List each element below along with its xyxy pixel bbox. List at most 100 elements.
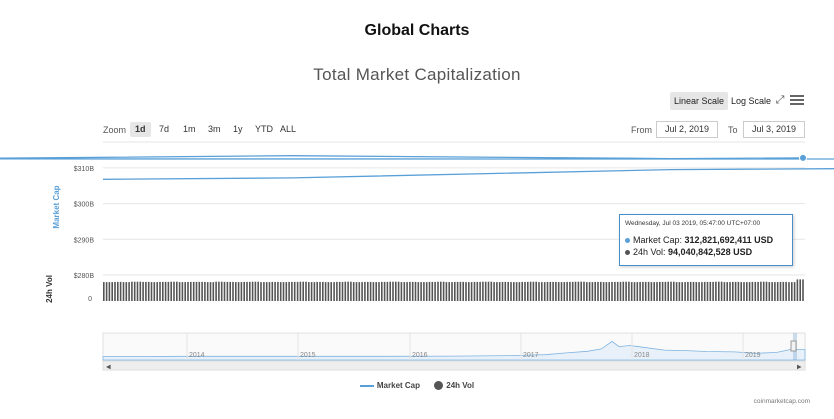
volume-bar [552,281,554,301]
legend-market-cap[interactable]: Market Cap [359,381,421,390]
volume-bar [111,282,113,301]
volume-bar [322,281,324,301]
volume-bar [344,281,347,301]
volume-bar [569,281,571,301]
volume-bar [583,281,585,301]
scroll-left-arrow-icon[interactable]: ◀ [106,365,111,371]
volume-bar [150,282,153,301]
volume-bar [703,281,706,301]
volume-bar [361,282,363,301]
volume-bar [246,281,248,301]
volume-bar [336,281,338,301]
volume-bar [560,282,563,301]
legend-volume-label: 24h Vol [446,381,475,390]
legend-volume[interactable]: 24h Vol [434,381,475,391]
volume-bar [302,281,304,301]
volume-bar [549,281,552,301]
volume-bar [462,281,464,301]
volume-bar [487,281,490,301]
volume-bar [718,281,720,301]
tooltip-volume-value: 94,040,842,528 USD [668,247,753,257]
volume-bar [605,282,608,301]
volume-bar [195,281,198,301]
volume-bar [633,282,636,301]
volume-bar [386,281,389,301]
volume-bar [114,281,116,301]
volume-bar [675,282,678,301]
volume-bar [431,281,434,301]
navigator-scrollbar[interactable] [102,360,806,371]
volume-bar [375,282,377,301]
volume-bar [754,281,757,301]
volume-tick-label: 0 [88,296,92,303]
zoom-all-button[interactable]: ALL [280,124,297,134]
volume-bar [291,281,293,301]
zoom-ytd-button[interactable]: YTD [255,124,273,134]
volume-bar [420,282,422,301]
log-scale-button[interactable]: Log Scale [731,96,772,106]
volume-bar [510,282,512,301]
volume-bar [108,282,111,301]
zoom-1d-button[interactable]: 1d [130,122,151,137]
tooltip-date: Wednesday, Jul 03 2019, 05:47:00 UTC+07:… [625,220,761,227]
volume-bar [577,281,580,301]
volume-bar [695,282,698,301]
volume-bar [785,281,787,301]
volume-bar [498,282,501,301]
credits-link[interactable]: coinmarketcap.com [753,398,810,405]
tooltip-market-cap-row: Market Cap: 312,821,692,411 USD [625,235,773,245]
volume-bar [524,281,526,301]
volume-bar [445,282,448,301]
volume-bar [791,282,793,301]
volume-bar [692,281,695,301]
from-date-input[interactable]: Jul 2, 2019 [656,121,718,138]
volume-bar [181,282,184,301]
volume-bar [260,282,262,301]
volume-bar [395,281,397,301]
dot-icon [434,381,444,391]
volume-bar [760,281,762,301]
volume-bar [257,281,259,301]
volume-bar [400,282,403,301]
zoom-7d-button[interactable]: 7d [159,124,170,134]
volume-bar [602,282,605,301]
volume-bar [372,282,375,301]
volume-bar [614,281,616,301]
volume-bar [414,281,417,301]
hamburger-menu-icon[interactable] [790,95,804,105]
volume-bar [131,281,133,301]
scroll-right-arrow-icon[interactable]: ▶ [797,365,802,371]
volume-bar [212,282,215,301]
volume-bar [156,282,158,301]
volume-bar [698,282,700,301]
volume-bar [378,282,380,301]
volume-bar [459,281,462,301]
to-date-input[interactable]: Jul 3, 2019 [743,121,805,138]
volume-bar [681,282,683,301]
zoom-1m-button[interactable]: 1m [183,124,196,134]
volume-dot-icon [625,250,630,256]
volume-bar [397,281,400,301]
volume-bar [580,281,582,301]
volume-bar [201,281,203,301]
volume-bar [636,282,639,301]
volume-bar [425,282,428,301]
volume-bar [751,281,754,301]
volume-bar [619,281,622,301]
volume-bar [308,282,310,301]
volume-bar [748,282,751,301]
volume-bar [229,281,231,301]
zoom-3m-button[interactable]: 3m [208,124,221,134]
volume-bar [364,281,366,301]
volume-bar [468,282,470,301]
legend-market-cap-label: Market Cap [376,381,421,390]
volume-bar [746,282,748,301]
navigator-handle[interactable] [790,340,797,352]
volume-bar [162,281,164,301]
volume-bar [235,282,237,301]
zoom-1y-button[interactable]: 1y [233,124,243,134]
volume-bar [176,281,178,301]
expand-icon[interactable]: ⤢ [775,94,785,106]
linear-scale-button[interactable]: Linear Scale [670,92,729,110]
